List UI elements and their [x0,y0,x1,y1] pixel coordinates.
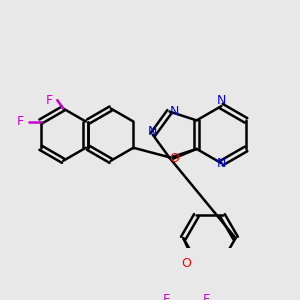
Text: F: F [163,293,170,300]
Text: N: N [169,105,179,118]
Text: F: F [45,94,52,107]
Text: O: O [169,152,179,165]
Text: F: F [203,293,210,300]
Text: O: O [181,257,191,270]
Text: N: N [217,94,226,107]
Text: N: N [148,124,158,138]
Text: F: F [17,115,24,128]
Text: N: N [217,157,226,170]
